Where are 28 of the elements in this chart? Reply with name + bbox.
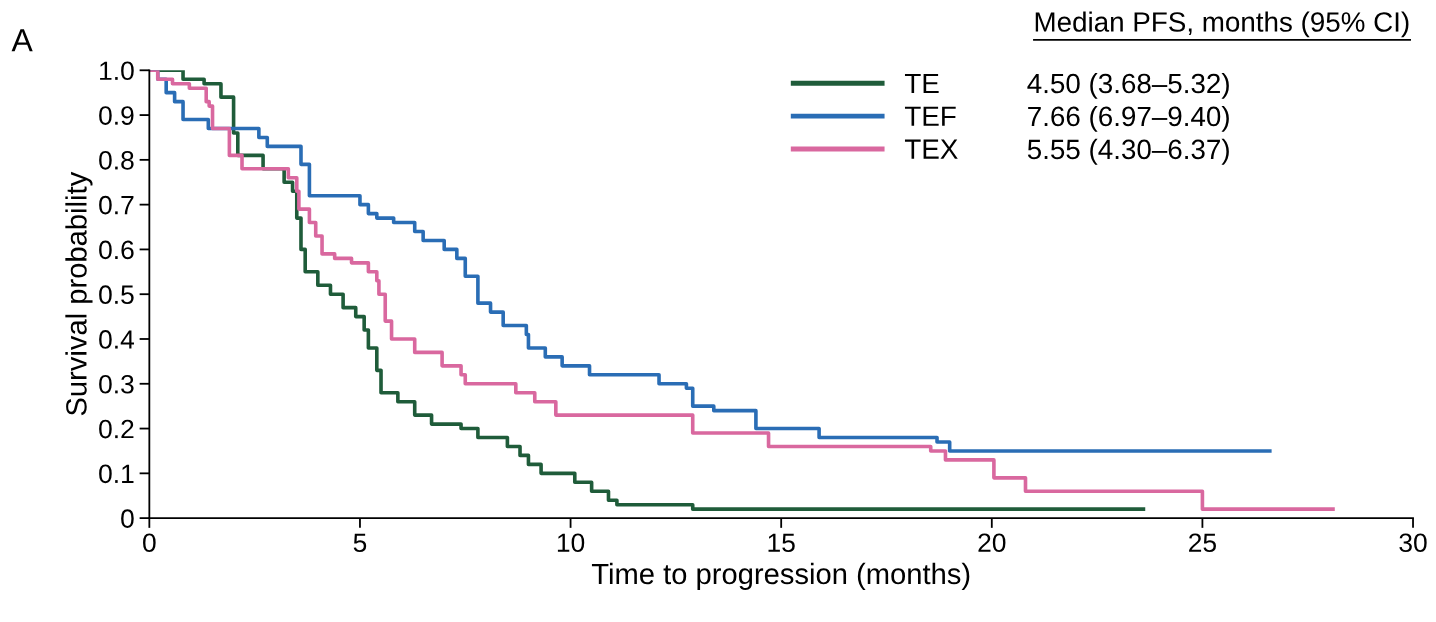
x-tick-label: 25 [1189, 533, 1216, 553]
legend-label: TEF [904, 106, 956, 126]
y-tick-label: 0.3 [99, 374, 134, 394]
text: A [11, 29, 33, 52]
x-tick-label: 10 [557, 533, 585, 553]
y-tick-label: 0.7 [99, 195, 134, 215]
legend-label: TEX [904, 139, 958, 159]
y-tick-label: 1.0 [100, 61, 134, 81]
x-tick-label: 30 [1399, 533, 1427, 553]
y-tick-label: 0.9 [99, 106, 134, 125]
x-tick-label: 15 [768, 533, 795, 553]
y-tick-label: 0.2 [99, 419, 134, 439]
annotation: 5.55 (4.30–6.37) [1027, 138, 1229, 165]
y-tick-label: 0 [121, 509, 134, 528]
annotation: 4.50 (3.68–5.32) [1027, 72, 1229, 99]
y-tick-label: 0.4 [99, 330, 134, 349]
x-axis-title: Time to progression (months) [591, 562, 970, 591]
y-axis-title: Survival probability [65, 171, 93, 416]
annotation: 7.66 (6.97–9.40) [1028, 105, 1229, 132]
x-tick-label: 0 [143, 533, 156, 553]
legend-title: Median PFS, months (95% CI) [1035, 11, 1409, 38]
x-tick-label: 20 [978, 533, 1006, 553]
y-tick-label: 0.6 [99, 240, 134, 260]
y-tick-label: 0.8 [99, 150, 134, 170]
y-tick-label: 0.1 [99, 464, 134, 484]
y-tick-label: 0.5 [99, 285, 134, 305]
x-tick-label: 5 [353, 533, 367, 553]
legend-label: TE [904, 73, 939, 94]
